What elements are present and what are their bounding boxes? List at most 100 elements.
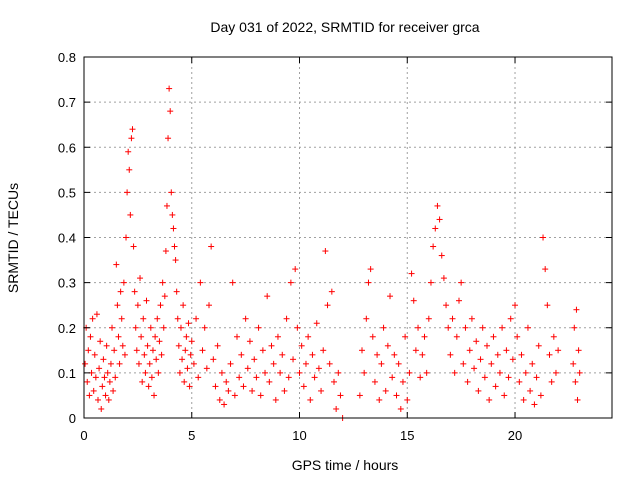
data-point xyxy=(96,365,103,372)
data-point xyxy=(378,360,385,367)
data-point xyxy=(116,360,123,367)
data-point xyxy=(571,324,578,331)
data-point xyxy=(445,324,452,331)
data-point xyxy=(103,342,110,349)
data-point xyxy=(318,387,325,394)
data-point xyxy=(176,369,183,376)
data-point xyxy=(161,293,168,300)
data-point xyxy=(471,365,478,372)
data-point xyxy=(507,315,514,322)
data-point xyxy=(376,396,383,403)
data-point xyxy=(272,396,279,403)
data-point xyxy=(492,383,499,390)
data-point xyxy=(162,248,169,255)
x-tick-label: 20 xyxy=(508,428,522,443)
data-point xyxy=(447,351,454,358)
data-point xyxy=(501,392,508,399)
data-point xyxy=(455,297,462,304)
data-point xyxy=(361,369,368,376)
data-point xyxy=(268,342,275,349)
data-point xyxy=(481,374,488,381)
data-point xyxy=(486,396,493,403)
data-point xyxy=(137,275,144,282)
data-point xyxy=(246,338,253,345)
data-point xyxy=(174,315,181,322)
data-point xyxy=(205,302,212,309)
data-point xyxy=(125,148,132,155)
data-point xyxy=(300,383,307,390)
data-point xyxy=(110,387,117,394)
data-point xyxy=(468,315,475,322)
data-point xyxy=(155,369,162,376)
data-point xyxy=(421,333,428,340)
y-tick-label: 0.6 xyxy=(58,140,76,155)
data-point xyxy=(130,243,137,250)
data-point xyxy=(473,338,480,345)
data-point xyxy=(139,378,146,385)
data-point xyxy=(311,374,318,381)
data-point xyxy=(529,360,536,367)
x-tick-label: 15 xyxy=(400,428,414,443)
data-point xyxy=(140,315,147,322)
data-point xyxy=(242,315,249,322)
data-point xyxy=(391,351,398,358)
data-point xyxy=(279,351,286,358)
data-point xyxy=(573,306,580,313)
data-point xyxy=(438,252,445,259)
data-point xyxy=(337,392,344,399)
data-point xyxy=(154,315,161,322)
data-point xyxy=(505,374,512,381)
data-point xyxy=(175,342,182,349)
data-point xyxy=(190,360,197,367)
data-point xyxy=(109,324,116,331)
data-point xyxy=(185,320,192,327)
data-point xyxy=(512,302,519,309)
y-tick-label: 0.5 xyxy=(58,185,76,200)
data-point xyxy=(503,347,510,354)
data-point xyxy=(430,243,437,250)
data-point xyxy=(221,401,228,408)
y-tick-label: 0.7 xyxy=(58,95,76,110)
data-point xyxy=(85,347,92,354)
data-point xyxy=(520,396,527,403)
data-point xyxy=(123,234,130,241)
data-point xyxy=(168,189,175,196)
data-point xyxy=(186,383,193,390)
data-point xyxy=(145,383,152,390)
data-point xyxy=(84,378,91,385)
data-point xyxy=(494,351,501,358)
data-point xyxy=(490,333,497,340)
data-point xyxy=(270,360,277,367)
y-tick-label: 0 xyxy=(69,411,76,426)
data-point xyxy=(298,342,305,349)
data-point xyxy=(106,378,113,385)
data-point xyxy=(292,266,299,273)
data-point xyxy=(415,324,422,331)
data-point xyxy=(127,211,134,218)
data-point xyxy=(183,333,190,340)
data-point xyxy=(548,378,555,385)
data-point xyxy=(132,324,139,331)
data-point xyxy=(171,243,178,250)
data-point xyxy=(479,324,486,331)
data-point xyxy=(464,378,471,385)
data-point xyxy=(102,392,109,399)
data-point xyxy=(91,351,98,358)
data-point xyxy=(97,338,104,345)
data-point xyxy=(111,347,118,354)
data-point xyxy=(443,302,450,309)
data-point xyxy=(546,351,553,358)
data-point xyxy=(249,387,256,394)
data-point xyxy=(527,387,534,394)
data-point xyxy=(121,351,128,358)
data-point xyxy=(119,342,126,349)
data-point xyxy=(87,333,94,340)
y-tick-label: 0.4 xyxy=(58,231,76,246)
data-point xyxy=(371,378,378,385)
data-point xyxy=(120,279,127,286)
data-point xyxy=(203,365,210,372)
data-point xyxy=(172,257,179,264)
data-point xyxy=(522,369,529,376)
data-point xyxy=(313,320,320,327)
data-point xyxy=(387,293,394,300)
